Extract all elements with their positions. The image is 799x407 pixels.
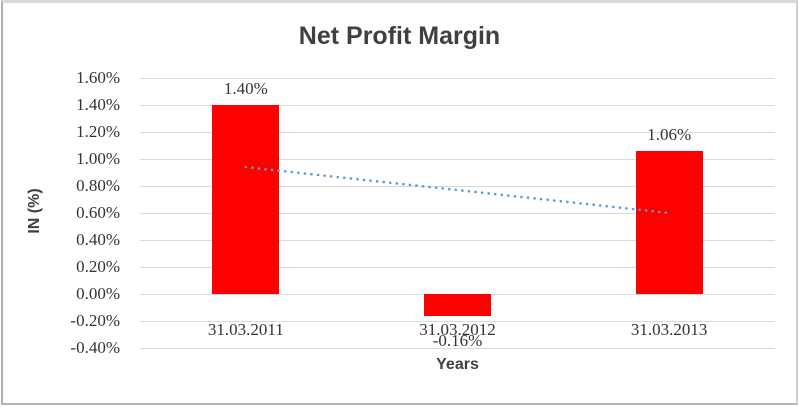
bar-value-label: 1.40% [223, 79, 268, 98]
y-tick-label: 0.40% [76, 230, 120, 249]
gridline [140, 78, 775, 79]
bar-value-label: -0.16% [432, 330, 483, 350]
category-label: 31.03.2013 [630, 320, 708, 339]
y-tick-label: 0.20% [76, 257, 120, 276]
y-tick-label: 0.80% [76, 176, 120, 195]
bar [212, 105, 280, 294]
trendline [244, 165, 671, 215]
gridline [140, 348, 775, 349]
y-tick-label: 0.60% [76, 203, 120, 222]
y-tick-label: 1.60% [76, 68, 120, 87]
gridline [140, 267, 775, 268]
category-label: 31.03.2011 [207, 320, 284, 339]
gridline [140, 105, 775, 106]
y-tick-label: -0.20% [70, 311, 120, 330]
y-tick-label: 0.00% [76, 284, 120, 303]
bar-value-label: 1.06% [647, 124, 692, 144]
gridline [140, 132, 775, 133]
x-axis-title: Years [436, 356, 479, 373]
y-tick-label: -0.40% [70, 338, 120, 357]
y-tick-label: 1.40% [76, 95, 120, 114]
gridline [140, 240, 775, 241]
bar [635, 150, 703, 294]
y-tick-label: 1.00% [76, 149, 120, 168]
chart-title: Net Profit Margin [298, 22, 501, 50]
bar [424, 294, 491, 316]
y-tick-label: 1.20% [76, 122, 120, 141]
gridline [140, 159, 775, 160]
y-axis-title: IN (%) [26, 188, 43, 234]
category-label: 31.03.2012 [419, 320, 496, 339]
gridline [140, 321, 775, 322]
